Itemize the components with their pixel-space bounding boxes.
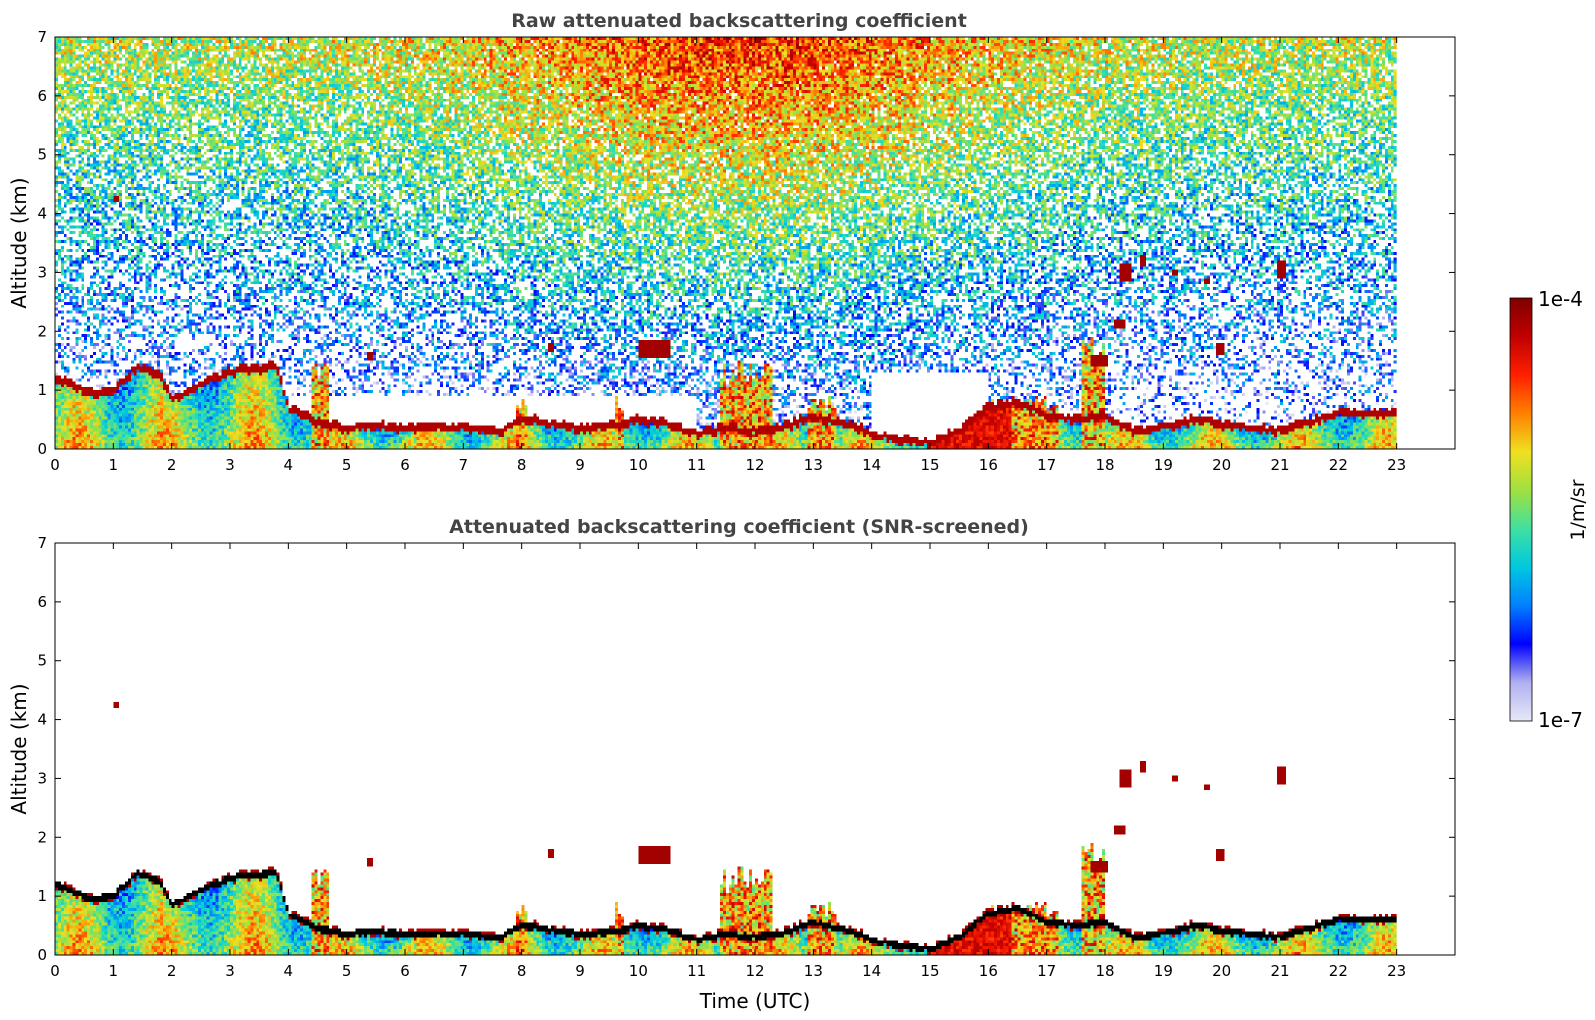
x-tick-label: 21: [1270, 962, 1289, 980]
x-tick-label: 22: [1329, 456, 1348, 474]
x-axis-label: Time (UTC): [699, 989, 811, 1013]
x-tick-label: 18: [1095, 962, 1114, 980]
y-tick-label: 7: [37, 28, 47, 46]
x-tick-label: 21: [1270, 456, 1289, 474]
x-tick-label: 13: [804, 962, 823, 980]
x-tick-label: 9: [575, 456, 585, 474]
y-tick-label: 0: [37, 440, 47, 458]
y-tick-label: 4: [37, 205, 47, 223]
x-tick-label: 4: [284, 456, 294, 474]
x-tick-label: 15: [920, 456, 939, 474]
x-tick-label: 23: [1387, 962, 1406, 980]
x-tick-label: 5: [342, 962, 352, 980]
x-tick-label: 1: [109, 456, 119, 474]
x-tick-label: 1: [109, 962, 119, 980]
x-tick-label: 2: [167, 456, 177, 474]
y-tick-label: 2: [37, 322, 47, 340]
x-tick-label: 8: [517, 456, 527, 474]
y-tick-label: 3: [37, 769, 47, 787]
x-tick-label: 6: [400, 962, 410, 980]
x-tick-label: 3: [225, 456, 235, 474]
x-tick-label: 16: [979, 962, 998, 980]
x-tick-label: 23: [1387, 456, 1406, 474]
x-tick-label: 10: [629, 456, 648, 474]
colorbar-unit-label: 1/m/sr: [1567, 479, 1589, 540]
x-tick-label: 16: [979, 456, 998, 474]
x-tick-label: 20: [1212, 962, 1231, 980]
y-tick-label: 4: [37, 711, 47, 729]
y-tick-label: 5: [37, 652, 47, 670]
y-tick-label: 6: [37, 87, 47, 105]
x-tick-label: 0: [50, 456, 60, 474]
colorbar: 1e-4 1e-7 1/m/sr: [1509, 287, 1589, 732]
screened-panel: Attenuated backscattering coefficient (S…: [7, 516, 1456, 1013]
colorbar-max-label: 1e-4: [1538, 287, 1583, 311]
x-tick-label: 14: [862, 456, 881, 474]
y-tick-label: 1: [37, 887, 47, 905]
x-tick-label: 11: [687, 456, 706, 474]
x-tick-label: 8: [517, 962, 527, 980]
x-tick-label: 7: [459, 962, 469, 980]
raw-heatmap-image: [55, 37, 1397, 449]
x-tick-label: 17: [1037, 456, 1056, 474]
y-tick-label: 2: [37, 828, 47, 846]
raw-panel-title: Raw attenuated backscattering coefficien…: [511, 10, 967, 32]
x-tick-label: 19: [1154, 456, 1173, 474]
x-tick-label: 9: [575, 962, 585, 980]
raw-y-axis-label: Altitude (km): [7, 177, 31, 308]
y-tick-label: 6: [37, 593, 47, 611]
raw-panel: Raw attenuated backscattering coefficien…: [7, 10, 1456, 474]
x-tick-label: 11: [687, 962, 706, 980]
x-tick-label: 2: [167, 962, 177, 980]
y-tick-label: 5: [37, 146, 47, 164]
raw-heatmap: [55, 37, 1397, 449]
x-tick-label: 4: [284, 962, 294, 980]
screened-heatmap-image: [55, 543, 1397, 955]
y-tick-label: 3: [37, 263, 47, 281]
screened-y-axis-label: Altitude (km): [7, 683, 31, 814]
x-tick-label: 7: [459, 456, 469, 474]
x-tick-label: 17: [1037, 962, 1056, 980]
y-tick-label: 7: [37, 534, 47, 552]
y-tick-label: 1: [37, 381, 47, 399]
x-tick-label: 12: [745, 456, 764, 474]
x-tick-label: 13: [804, 456, 823, 474]
x-tick-label: 0: [50, 962, 60, 980]
x-tick-label: 14: [862, 962, 881, 980]
raw-y-axis: 0 1 2 3 4 5 6 7: [37, 28, 1455, 458]
x-tick-label: 19: [1154, 962, 1173, 980]
x-tick-label: 12: [745, 962, 764, 980]
x-tick-label: 20: [1212, 456, 1231, 474]
x-tick-label: 18: [1095, 456, 1114, 474]
screened-y-axis: 0 1 2 3 4 5 6 7: [37, 534, 1455, 964]
x-tick-label: 5: [342, 456, 352, 474]
colorbar-min-label: 1e-7: [1538, 708, 1583, 732]
colorbar-gradient: [1509, 297, 1533, 722]
screened-panel-title: Attenuated backscattering coefficient (S…: [449, 516, 1029, 538]
x-tick-label: 6: [400, 456, 410, 474]
x-tick-label: 15: [920, 962, 939, 980]
screened-heatmap: [55, 543, 1397, 955]
y-tick-label: 0: [37, 946, 47, 964]
x-tick-label: 3: [225, 962, 235, 980]
screened-x-axis: 0 1 2 3 4 5 6 7 8 9 10 11 12 13 14 15 16 17 18 19 20 21 22 23: [50, 543, 1406, 980]
x-tick-label: 10: [629, 962, 648, 980]
raw-x-axis: 0 1 2 3 4 5 6 7 8 9 10 11 12 13 14 15 16 17 18 19 20 21 22 23: [50, 37, 1406, 474]
x-tick-label: 22: [1329, 962, 1348, 980]
